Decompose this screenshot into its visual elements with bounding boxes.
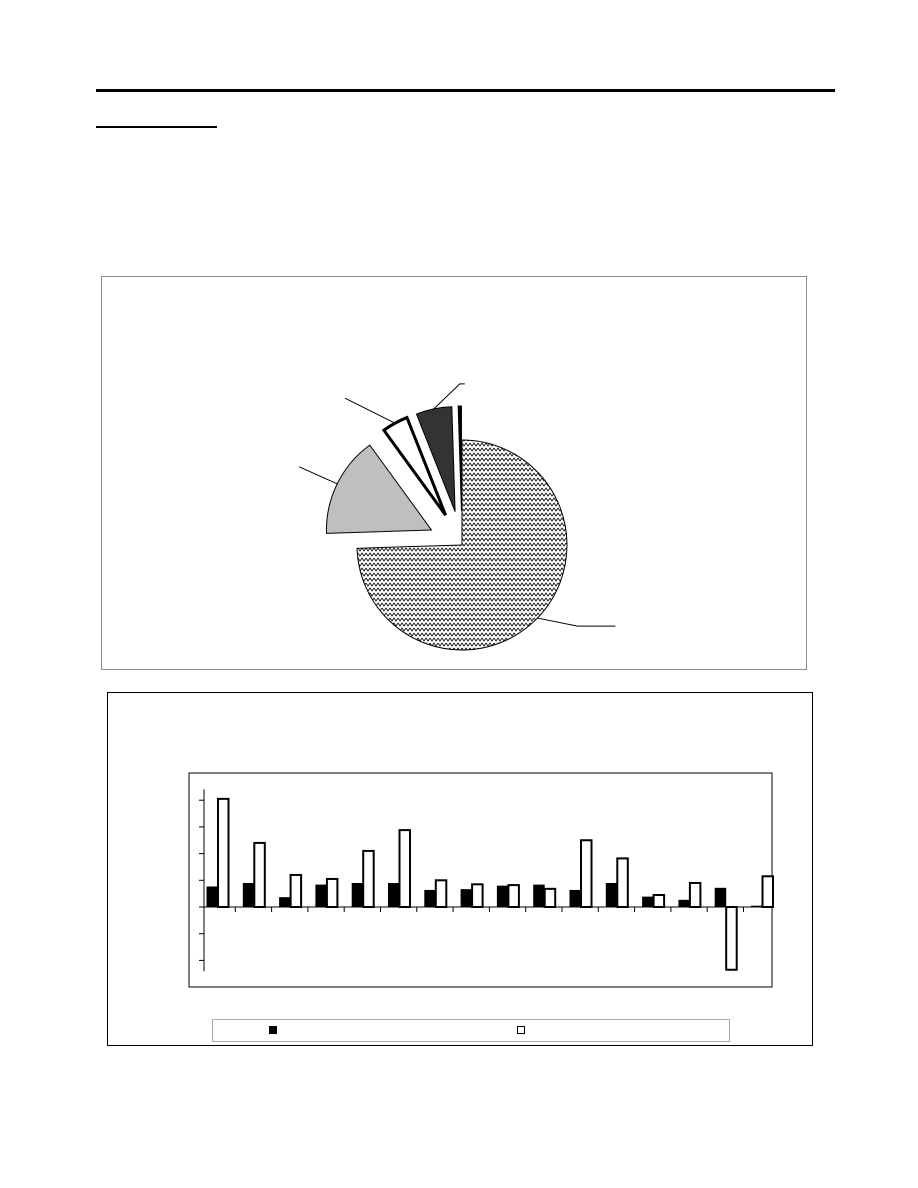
bar-series-2-cat-16 [761,875,774,908]
bar-series-1-cat-16 [751,905,763,908]
top-rule [96,89,835,92]
bar-series-2-cat-2 [253,841,266,908]
bar-series-1-cat-4 [315,884,327,908]
bar-series-1-cat-2 [242,883,255,908]
bar-series-2-cat-4 [325,877,339,908]
bar-series-1-cat-8 [460,889,473,908]
heading-underline [96,126,217,128]
bar-series-2-cat-8 [471,883,484,908]
legend-swatch-series-1 [269,1026,277,1034]
bar-series-1-cat-6 [388,883,400,908]
bar-series-1-cat-12 [605,883,618,908]
bar-series-2-cat-12 [616,857,629,909]
bar-series-1-cat-11 [569,889,581,908]
pie-chart [298,383,616,651]
pie-leader-line-2 [298,466,338,485]
pie-slice-5 [457,405,462,512]
bar-series-1-cat-1 [206,886,218,908]
bar-series-1-cat-3 [279,897,291,908]
pie-chart-panel [101,276,807,670]
bar-series-2-cat-9 [507,884,520,909]
legend [212,1019,730,1042]
bar-series-1-cat-13 [642,896,654,908]
bar-series-2-cat-11 [580,839,593,908]
bar-series-1-cat-5 [351,883,364,908]
bar-series-2-cat-14 [688,881,702,909]
bar-series-2-cat-6 [398,829,411,909]
bar-series-2-cat-10 [543,887,557,908]
legend-swatch-series-2 [517,1026,525,1034]
bar-series-1-cat-10 [533,884,545,908]
bar-series-1-cat-14 [678,899,690,908]
pie-leader-line-1 [537,617,616,627]
bar-series-1-cat-7 [424,889,436,908]
bar-chart-panel [107,692,813,1046]
bar-series-2-cat-13 [652,893,666,909]
plot-area [188,772,773,988]
bar-series-2-cat-1 [217,797,230,908]
bar-series-1-cat-15 [714,887,727,908]
bar-chart [188,772,774,988]
bar-series-2-cat-7 [434,879,448,909]
pie-leader-line-4 [433,383,465,410]
pie-slice-4 [415,406,456,512]
bar-series-2-cat-5 [362,849,375,908]
bar-series-2-cat-15 [725,906,738,971]
bar-series-1-cat-9 [496,885,509,908]
pie-slice-2 [326,444,433,534]
pie-leader-line-3 [344,397,396,424]
bar-series-2-cat-3 [289,873,303,909]
